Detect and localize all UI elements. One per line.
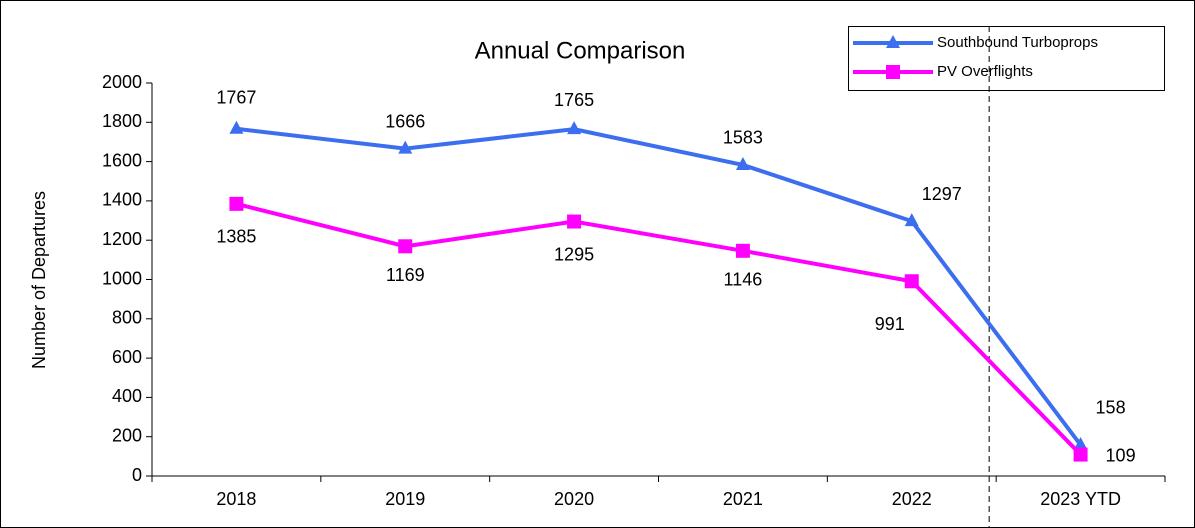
y-tick-label: 1600: [102, 150, 142, 170]
y-axis-label: Number of Departures: [29, 191, 49, 369]
legend-marker: [886, 35, 900, 48]
y-tick-label: 1000: [102, 268, 142, 288]
data-label: 1583: [723, 128, 763, 148]
data-label: 109: [1106, 445, 1136, 465]
y-tick-label: 0: [132, 465, 142, 485]
data-label: 1295: [554, 244, 594, 264]
marker: [904, 213, 919, 227]
legend-marker: [886, 65, 900, 79]
marker: [398, 140, 413, 154]
x-tick-label: 2019: [385, 489, 425, 509]
legend-label: PV Overflights: [937, 63, 1033, 80]
marker: [904, 274, 919, 289]
marker: [229, 196, 244, 211]
x-tick-label: 2023 YTD: [1040, 489, 1121, 509]
marker: [1073, 436, 1088, 450]
x-tick-label: 2021: [723, 489, 763, 509]
x-tick-label: 2020: [554, 489, 594, 509]
chart-title: Annual Comparison: [475, 37, 686, 64]
y-tick-label: 1200: [102, 229, 142, 249]
marker: [398, 239, 413, 254]
marker: [735, 243, 750, 258]
marker: [567, 121, 582, 135]
data-label: 1297: [922, 184, 962, 204]
x-tick-label: 2022: [892, 489, 932, 509]
series-line: [236, 126, 1083, 447]
series-line: [235, 201, 1083, 456]
marker: [1073, 447, 1088, 462]
y-tick-label: 800: [112, 308, 142, 328]
data-label: 1666: [385, 111, 425, 131]
y-tick-label: 600: [112, 347, 142, 367]
marker: [735, 156, 750, 170]
data-label: 1767: [216, 88, 256, 108]
legend: [848, 26, 1165, 91]
data-label: 991: [875, 314, 905, 334]
legend-label: Southbound Turboprops: [937, 34, 1098, 51]
data-label: 158: [1096, 398, 1126, 418]
marker: [567, 214, 582, 229]
data-label: 1765: [554, 90, 594, 110]
y-tick-label: 1800: [102, 111, 142, 131]
y-tick-label: 1400: [102, 190, 142, 210]
y-tick-label: 2000: [102, 72, 142, 92]
data-label: 1385: [216, 227, 256, 247]
data-label: 1146: [724, 270, 763, 290]
data-label: 1169: [386, 265, 425, 285]
marker: [229, 120, 244, 134]
y-tick-label: 200: [112, 425, 142, 445]
x-tick-label: 2018: [216, 489, 256, 509]
y-tick-label: 400: [112, 386, 142, 406]
